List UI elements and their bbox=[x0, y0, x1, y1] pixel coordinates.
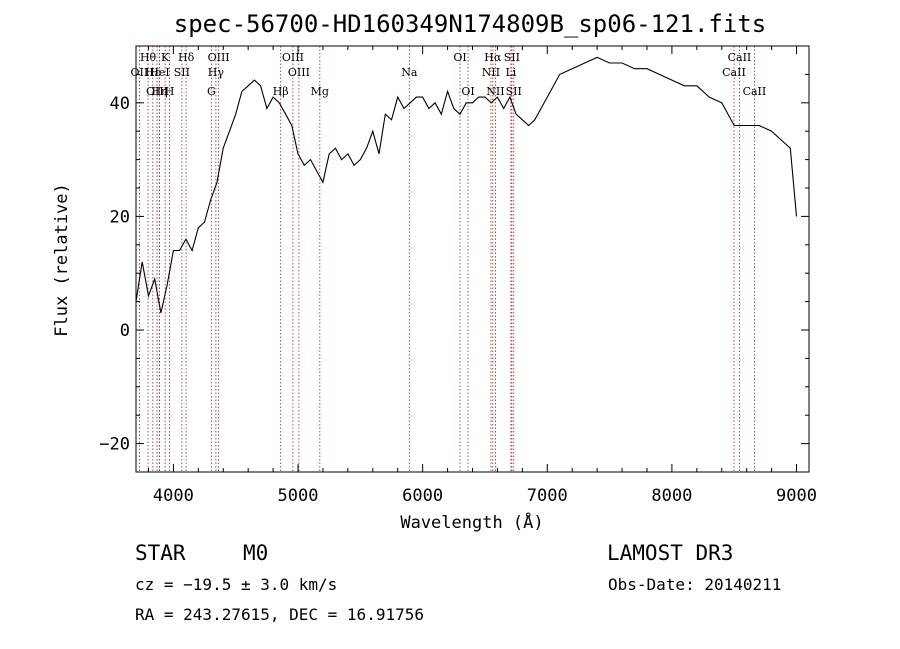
spectral-line-label: OIII bbox=[288, 66, 310, 79]
spectral-line-label: OI bbox=[461, 85, 474, 98]
object-subclass: M0 bbox=[243, 541, 268, 565]
spectral-line-label: CaII bbox=[728, 51, 752, 64]
spectral-line-label: CaII bbox=[743, 85, 767, 98]
y-axis-ticks: −20 0 20 40 bbox=[99, 45, 809, 473]
x-tick-label: 7000 bbox=[527, 486, 568, 506]
x-tick-label: 5000 bbox=[278, 486, 319, 506]
object-class: STAR bbox=[135, 541, 186, 565]
y-tick-label: −20 bbox=[99, 435, 130, 455]
spectral-line-label: Hη bbox=[151, 85, 167, 98]
chart-title: spec-56700-HD160349N174809B_sp06-121.fit… bbox=[174, 10, 766, 38]
spectral-line-label: OI bbox=[453, 51, 466, 64]
spectral-line-label: CaII bbox=[722, 66, 746, 79]
x-tick-label: 4000 bbox=[153, 486, 194, 506]
x-tick-label: 8000 bbox=[651, 486, 692, 506]
spectral-line-label: OIII bbox=[146, 85, 168, 98]
coordinates: RA = 243.27615, DEC = 16.91756 bbox=[135, 605, 424, 624]
spectral-line-label: Hδ bbox=[178, 51, 195, 64]
spectral-line-label: NII bbox=[486, 85, 504, 98]
spectral-line-label: NII bbox=[482, 66, 500, 79]
spectral-line-markers bbox=[138, 46, 755, 472]
x-tick-label: 6000 bbox=[402, 486, 443, 506]
spectral-line-label: Hθ bbox=[140, 51, 157, 64]
spectral-line-label: G bbox=[207, 85, 216, 98]
spectral-line-label: HeI bbox=[149, 66, 169, 79]
y-tick-label: 0 bbox=[120, 321, 130, 341]
spectral-line-label: Na bbox=[401, 66, 418, 79]
spectrum-series-line bbox=[135, 56, 798, 314]
spectral-line-label: OIII bbox=[282, 51, 304, 64]
spectral-line-labels: Hθ OII OIII HεK HeI HηH Hδ SII OIII Hγ G Hβ OIII OIII… bbox=[131, 51, 767, 98]
spectral-line-label: K bbox=[161, 51, 170, 64]
spectral-line-label: Hγ bbox=[208, 66, 225, 79]
spectral-line-label: SII bbox=[504, 51, 520, 64]
obs-date: Obs-Date: 20140211 bbox=[608, 575, 781, 594]
x-axis-ticks: 4000 5000 6000 7000 8000 9000 bbox=[147, 46, 817, 506]
y-axis-label: Flux (relative) bbox=[52, 183, 72, 337]
spectral-line-label: SII bbox=[174, 66, 190, 79]
spectral-line-label: OII bbox=[131, 66, 149, 79]
y-tick-label: 40 bbox=[110, 94, 130, 114]
spectral-line-label: OIII bbox=[208, 51, 230, 64]
spectral-line-label: Hα bbox=[484, 51, 502, 64]
spectral-line-label: Mg bbox=[311, 85, 329, 98]
survey-name: LAMOST DR3 bbox=[607, 541, 733, 565]
x-axis-label: Wavelength (Å) bbox=[400, 511, 543, 533]
x-tick-label: 9000 bbox=[776, 486, 817, 506]
spectral-line-label: SII bbox=[506, 85, 522, 98]
spectral-line-label: Hβ bbox=[273, 85, 289, 98]
spectral-line-label: H bbox=[165, 85, 175, 98]
spectral-line-label: Li bbox=[505, 66, 516, 79]
spectral-line-label: Hε bbox=[145, 66, 161, 79]
y-tick-label: 20 bbox=[110, 207, 130, 227]
cz-value: cz = −19.5 ± 3.0 km/s bbox=[135, 575, 337, 594]
